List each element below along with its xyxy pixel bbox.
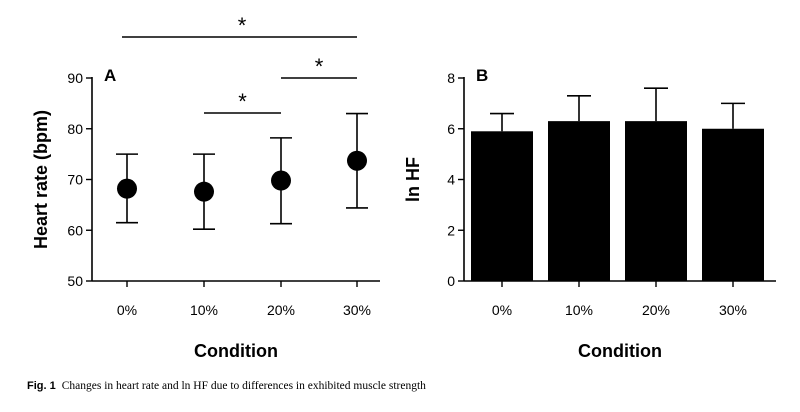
bar <box>471 131 533 281</box>
y-tick-label: 8 <box>447 70 455 86</box>
significance-marker: * <box>238 13 247 38</box>
y-tick-label: 90 <box>67 70 83 86</box>
panel-a: 50 60 70 80 90 0% 10% 20% 30% Condition Heart rate… <box>31 13 380 361</box>
y-tick-label: 50 <box>67 273 83 289</box>
panel-b: 0 2 4 6 8 0% 10% 20% 30% Condition ln HF B <box>403 66 776 361</box>
x-tick-label: 0% <box>117 302 137 318</box>
y-tick-label: 60 <box>67 222 83 238</box>
y-tick-label: 4 <box>447 172 455 188</box>
data-point <box>271 170 291 191</box>
y-tick-label: 70 <box>67 172 83 188</box>
panel-label: B <box>476 66 488 85</box>
y-axis-title: Heart rate (bpm) <box>31 110 51 249</box>
x-axis-title: Condition <box>578 341 662 361</box>
caption-label: Fig. 1 <box>27 380 56 392</box>
y-tick-label: 6 <box>447 121 455 137</box>
x-tick-label: 0% <box>492 302 512 318</box>
bar <box>625 121 687 281</box>
x-axis-title: Condition <box>194 341 278 361</box>
x-tick-label: 20% <box>267 302 295 318</box>
data-point <box>117 178 137 199</box>
bar <box>548 121 610 281</box>
caption-text: Changes in heart rate and ln HF due to d… <box>61 380 426 392</box>
figure-caption: Fig. 1 Changes in heart rate and ln HF du… <box>27 380 426 392</box>
x-tick-label: 20% <box>642 302 670 318</box>
x-tick-label: 10% <box>565 302 593 318</box>
y-axis-title: ln HF <box>403 157 423 202</box>
x-tick-label: 10% <box>190 302 218 318</box>
y-tick-label: 80 <box>67 121 83 137</box>
bar <box>702 128 764 281</box>
data-point <box>194 181 214 202</box>
panel-label: A <box>104 66 116 85</box>
x-tick-label: 30% <box>343 302 371 318</box>
significance-marker: * <box>238 89 247 114</box>
significance-marker: * <box>315 54 324 79</box>
data-point <box>347 150 367 171</box>
x-tick-label: 30% <box>719 302 747 318</box>
y-tick-label: 0 <box>447 273 455 289</box>
y-tick-label: 2 <box>447 222 455 238</box>
